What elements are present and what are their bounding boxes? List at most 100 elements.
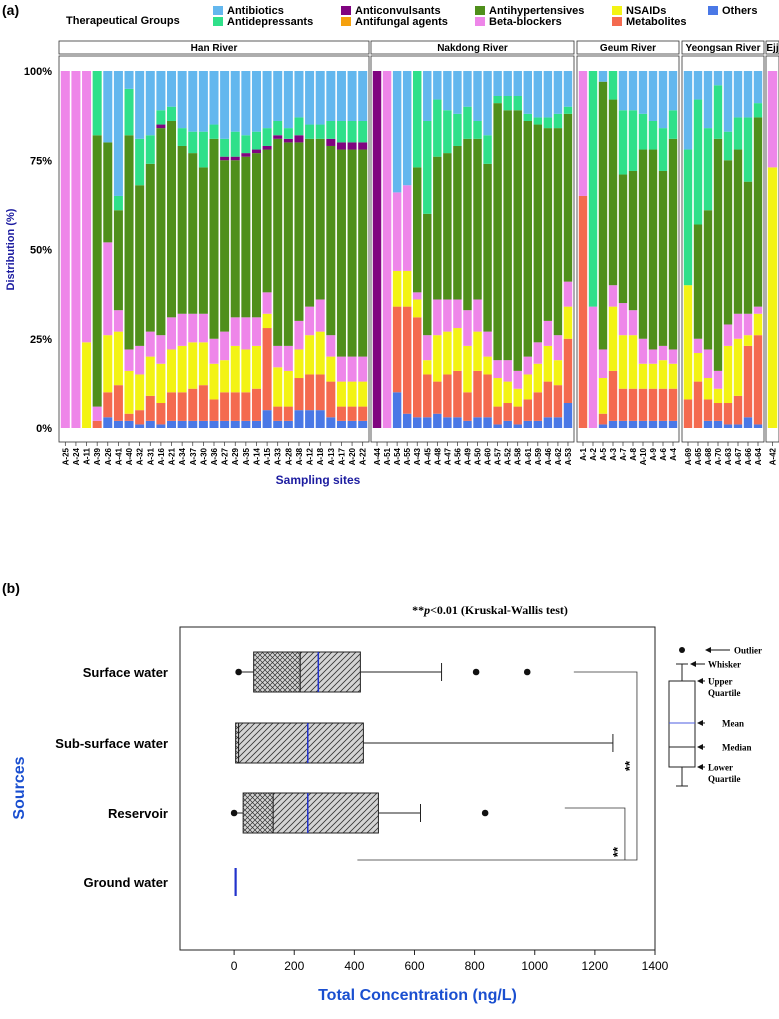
bar-segment-antibiotics [336,71,346,121]
x-tick-label: A-70 [714,447,723,465]
legend-label-beta-blockers: Beta-blockers [489,16,562,28]
facet-geum-river: Geum River A-1 A-2 A-5 A-3 A-7 A-8 A-10 A-9 A-6 A-… [576,40,680,465]
x-tick-label: A-48 [433,447,442,465]
bar-segment-antihypertensives [453,145,462,300]
bar-segment-beta-blockers [358,356,368,382]
bar-segment-metabolites [463,392,472,421]
bar-segment-antidepressants [693,99,703,225]
bar-A-8 [628,71,638,428]
bar-segment-metabolites [668,388,678,421]
bar-A-25 [60,71,70,428]
bar-segment-beta-blockers [767,71,778,168]
bar-segment-antihypertensives [668,138,678,350]
bar-segment-anticonvulsants [230,156,240,161]
bar-segment-antidepressants [135,138,145,186]
bar-segment-beta-blockers [315,299,325,332]
bar-segment-beta-blockers [336,356,346,382]
bar-segment-nsaids [608,306,618,371]
legend-arrow-head [697,720,703,726]
bar-segment-antibiotics [135,71,145,139]
x-tick-label: A-53 [564,447,573,465]
bar-segment-nsaids [463,345,472,393]
bar-segment-nsaids [392,270,402,307]
bar-segment-antibiotics [723,71,733,132]
bar-A-17 [336,71,346,428]
bar-A-62 [553,71,563,428]
bar-segment-nsaids [262,313,272,329]
bar-segment-antibiotics [743,71,753,118]
bar-segment-antihypertensives [608,99,618,286]
bar-segment-beta-blockers [241,317,251,350]
bar-segment-metabolites [628,388,638,421]
bar-A-63 [723,71,733,428]
legend-swatch-antibiotics [213,6,223,15]
bar-segment-antihypertensives [358,149,368,357]
legend-label-upper_q1: Upper [708,677,733,687]
bar-segment-others [523,420,532,428]
bar-segment-others [124,420,134,428]
bar-segment-nsaids [523,374,532,400]
bar-segment-antibiotics [305,71,315,125]
bar-segment-others [453,417,462,428]
bar-segment-nsaids [413,299,422,318]
x-tick-label: A-45 [423,447,432,465]
bar-A-11 [82,71,92,428]
bar-segment-nsaids [543,345,553,382]
bar-segment-metabolites [433,381,442,414]
bar-segment-metabolites [402,306,412,414]
bar-A-7 [618,71,628,428]
bar-segment-antihypertensives [433,156,442,300]
x-tick-label: A-29 [231,447,240,465]
bar-segment-nsaids [598,378,608,414]
y-tick-label: 100% [24,66,52,78]
bar-segment-antibiotics [294,71,304,118]
x-tick-label: A-18 [316,447,325,465]
bar-segment-metabolites [443,374,452,418]
bar-segment-others [648,420,658,428]
bar-segment-beta-blockers [283,345,293,371]
bar-segment-metabolites [283,406,293,421]
bar-segment-antidepressants [156,110,166,125]
significance-bracket-reservoir [564,807,626,860]
bar-segment-antihypertensives [658,170,668,346]
legend-label-nsaids: NSAIDs [626,5,666,17]
x-tick-label: A-43 [413,447,422,465]
y-tick-label: 0% [36,423,52,435]
bar-segment-antihypertensives [103,142,113,243]
bar-segment-antidepressants [543,117,553,129]
bar-segment-nsaids [188,342,198,389]
bar-A-59 [533,71,543,428]
bar-segment-metabolites [326,381,336,418]
bar-segment-metabolites [188,388,198,421]
bar-segment-beta-blockers [473,299,482,332]
bar-segment-beta-blockers [563,281,573,307]
bar-segment-metabolites [273,406,283,421]
bar-segment-beta-blockers [273,345,283,368]
bar-segment-antibiotics [392,71,402,193]
bar-segment-nsaids [533,363,543,393]
bar-segment-others [402,413,412,428]
bar-segment-beta-blockers [423,335,432,361]
bar-segment-others [483,417,492,428]
bar-segment-nsaids [658,360,668,389]
bar-segment-nsaids [156,363,166,404]
facet-header-label: Ejj [766,43,778,54]
bar-segment-antidepressants [553,113,563,129]
bar-segment-antihypertensives [251,153,261,318]
bar-segment-others [273,420,283,428]
bar-segment-others [336,420,346,428]
bar-segment-beta-blockers [713,370,723,389]
legend-swatch-antihypertensives [475,6,485,15]
bar-segment-nsaids [618,335,628,389]
bar-A-40 [124,71,134,428]
bar-segment-others [713,420,723,428]
bar-segment-antidepressants [177,128,187,146]
facet-header-label: Yeongsan River [685,43,760,54]
x-tick-label: A-55 [403,447,412,465]
x-tick-label: A-65 [694,447,703,465]
bar-segment-beta-blockers [135,345,145,375]
x-tick-label: A-39 [93,447,102,465]
bar-segment-antidepressants [713,85,723,139]
bar-segment-metabolites [533,392,543,421]
